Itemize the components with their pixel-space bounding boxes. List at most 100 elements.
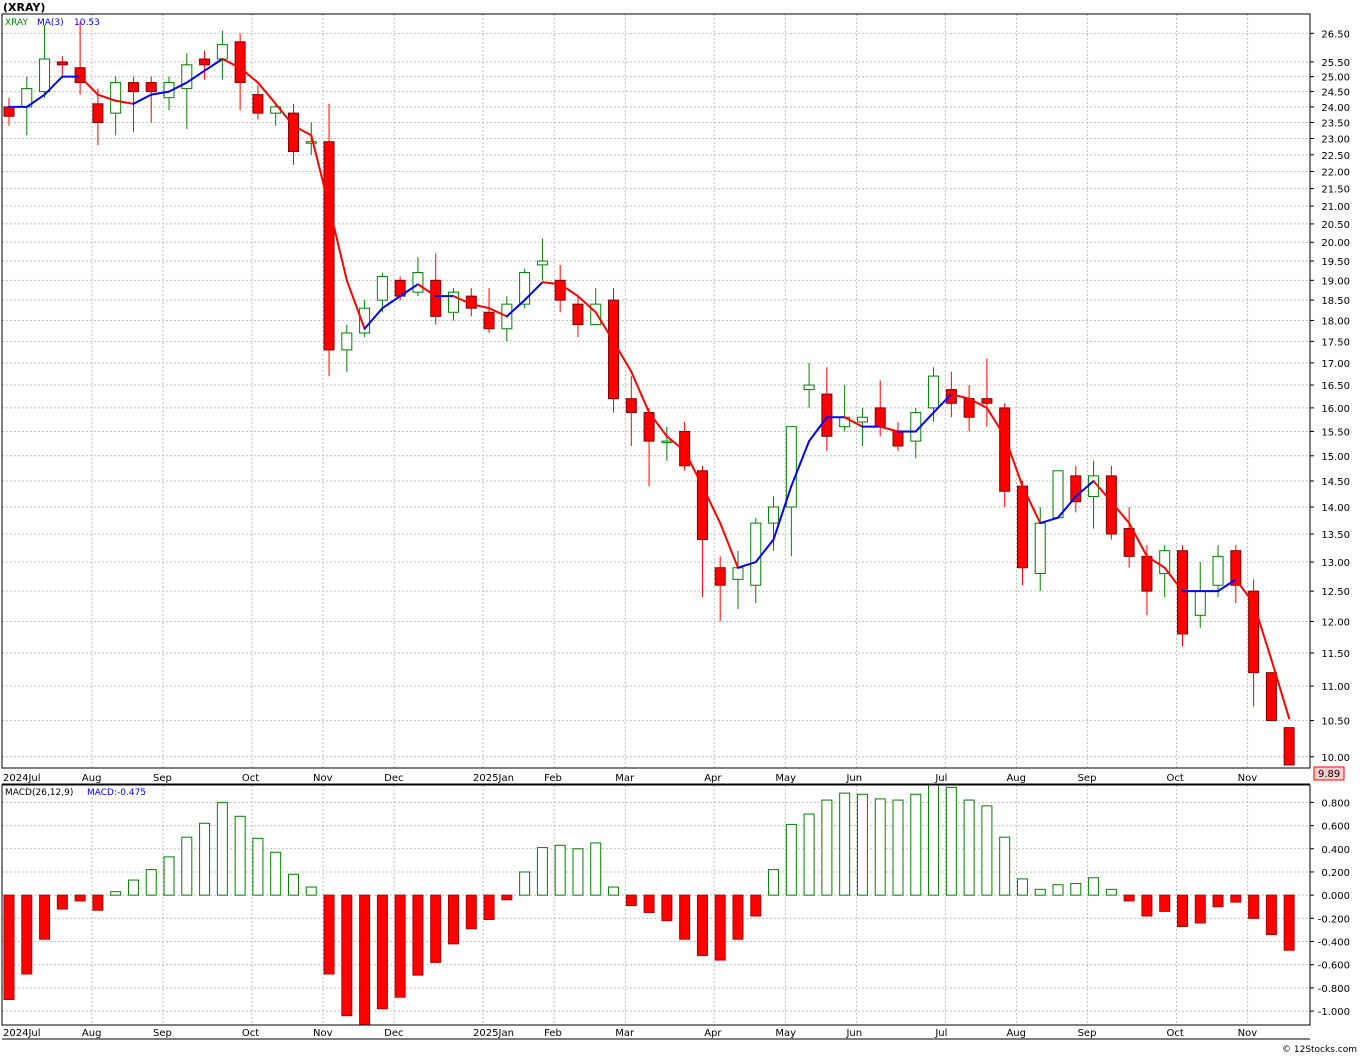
ma-line-segment xyxy=(43,75,64,96)
ma-line-segment xyxy=(630,370,651,414)
macd-bar-negative xyxy=(21,894,33,975)
ma-line-segment xyxy=(1145,555,1166,569)
macd-bar-negative xyxy=(1265,894,1277,936)
macd-bar-negative xyxy=(92,894,104,911)
ma-line-segment xyxy=(772,485,793,541)
macd-x-tick-label: May xyxy=(775,1028,796,1039)
ma-line-segment xyxy=(879,425,899,433)
price-tick-label: 11.00 xyxy=(1321,682,1350,693)
candle-body-down xyxy=(145,82,157,93)
macd-bar-positive xyxy=(928,784,940,896)
candle-body-up xyxy=(110,82,122,114)
candle-body-down xyxy=(714,567,726,586)
ma-line-segment xyxy=(345,279,366,330)
ma-line-segment xyxy=(736,561,757,569)
candle-body-up xyxy=(448,291,459,313)
macd-value-legend: MACD:-0.475 xyxy=(87,788,146,798)
candle-body-down xyxy=(981,398,993,404)
macd-bar-positive xyxy=(999,836,1011,896)
ma-line-segment xyxy=(114,99,135,105)
ma-line-segment xyxy=(1057,495,1077,519)
price-tick-label: 10.00 xyxy=(1321,753,1350,764)
macd-tick-label: 0.600 xyxy=(1321,822,1350,833)
ma-line-segment xyxy=(256,81,277,105)
ma-line-segment xyxy=(416,283,437,298)
ma-line-segment xyxy=(594,311,615,343)
macd-bar-positive xyxy=(768,869,780,896)
ma-line-segment xyxy=(808,416,828,443)
grid-layer xyxy=(2,14,1310,1025)
macd-bar-negative xyxy=(714,894,726,961)
price-tick-label: 15.00 xyxy=(1321,452,1350,463)
price-tick-label: 19.50 xyxy=(1321,257,1350,268)
macd-bar-negative xyxy=(501,894,513,901)
macd-tick-label: -0.200 xyxy=(1318,914,1350,925)
ma-line-segment xyxy=(25,93,46,108)
price-x-tick-label: Jun xyxy=(845,773,862,784)
candle-body-down xyxy=(323,141,335,351)
macd-tick-label: -0.600 xyxy=(1318,961,1350,972)
ma-line-segment xyxy=(488,307,508,318)
price-tick-label: 15.50 xyxy=(1321,427,1350,438)
macd-x-tick-label: Sep xyxy=(153,1028,172,1039)
macd-bar-positive xyxy=(163,856,175,896)
candle-body-up xyxy=(1034,522,1046,575)
price-tick-label: 20.00 xyxy=(1321,238,1350,249)
ma-line-segment xyxy=(914,411,935,433)
macd-bar-positive xyxy=(874,798,886,896)
ma-line-segment xyxy=(1003,435,1024,488)
macd-bar-positive xyxy=(536,847,548,896)
candle-body-up xyxy=(750,522,762,586)
ma-line-segment xyxy=(1234,578,1255,605)
price-tick-label: 14.00 xyxy=(1321,503,1350,514)
candle-body-up xyxy=(732,567,744,580)
ma-line-segment xyxy=(683,449,704,488)
candle-body-up xyxy=(1052,470,1064,519)
macd-bar-positive xyxy=(127,879,139,896)
chart-title: (XRAY) xyxy=(3,1,45,14)
price-tick-label: 16.50 xyxy=(1321,381,1350,392)
candle-body-down xyxy=(287,112,299,153)
ma-line-segment xyxy=(665,435,686,452)
candle-body-down xyxy=(554,279,566,301)
candle-body-down xyxy=(821,393,833,437)
ma-line-segment xyxy=(950,393,971,400)
macd-tick-label: -0.400 xyxy=(1318,938,1350,949)
macd-bar-negative xyxy=(1159,894,1171,912)
ma-line-segment xyxy=(790,440,811,488)
candle-body-up xyxy=(856,416,868,423)
candle-body-up xyxy=(305,141,317,144)
candle-body-up xyxy=(216,44,228,60)
ma-line-segment xyxy=(1252,602,1273,661)
candle-body-down xyxy=(56,61,68,66)
macd-bar-negative xyxy=(483,894,495,920)
macd-bar-positive xyxy=(590,842,602,896)
macd-bar-positive xyxy=(981,805,993,896)
ma-line-segment xyxy=(310,134,331,208)
candle-body-down xyxy=(1141,555,1153,592)
price-x-tick-label: Dec xyxy=(384,773,403,784)
macd-bar-positive xyxy=(1016,878,1028,896)
candle-body-up xyxy=(768,506,780,524)
price-x-tick-label: Apr xyxy=(704,773,722,784)
ma-line-segment xyxy=(185,69,206,84)
macd-x-tick-label: Jul xyxy=(934,1028,947,1039)
macd-bar-positive xyxy=(572,848,584,896)
macd-bar-negative xyxy=(74,894,86,902)
macd-bar-negative xyxy=(376,894,388,1010)
ma-line-segment xyxy=(399,283,419,298)
ma-line-segment xyxy=(79,75,99,96)
macd-bar-positive xyxy=(839,792,851,896)
macd-bar-negative xyxy=(625,894,637,907)
macd-bar-positive xyxy=(145,869,157,896)
ma-line-segment xyxy=(1092,479,1113,503)
candle-body-up xyxy=(536,260,548,266)
macd-bar-positive xyxy=(892,799,904,896)
macd-bar-positive xyxy=(910,793,922,896)
ma-line-segment xyxy=(132,93,153,105)
macd-x-tick-label: Nov xyxy=(313,1028,333,1039)
ma-line-segment xyxy=(719,522,739,569)
macd-x-tick-label: 2024Jul xyxy=(3,1028,41,1039)
